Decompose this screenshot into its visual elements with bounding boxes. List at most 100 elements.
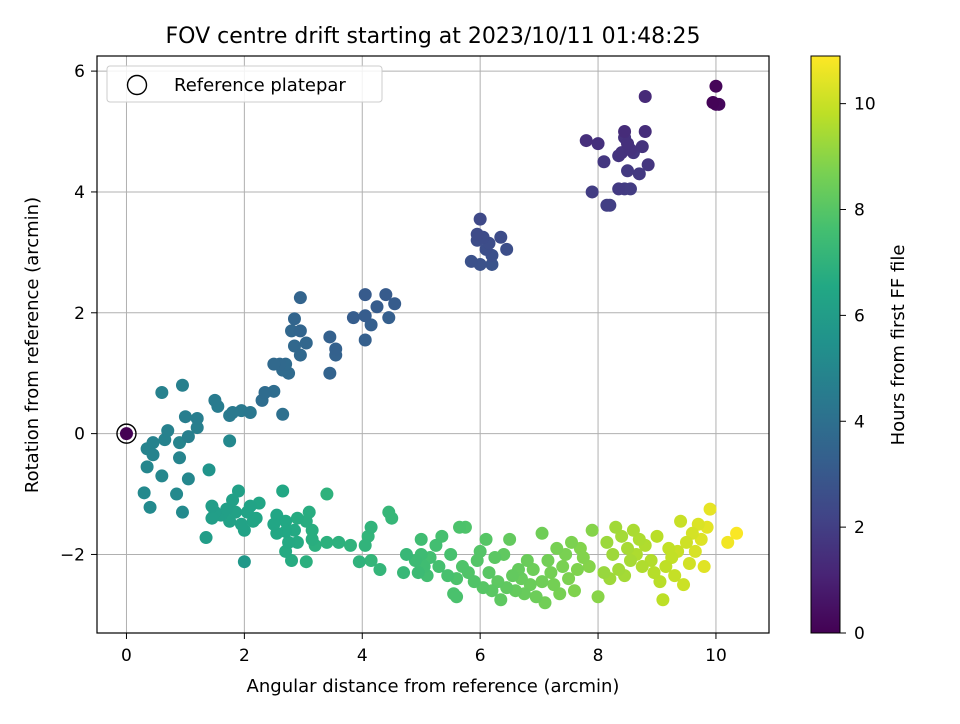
x-tick-label: 10 — [705, 646, 727, 666]
data-point — [647, 566, 661, 580]
data-point — [621, 541, 635, 555]
data-point — [464, 254, 478, 268]
y-tick-label: −2 — [60, 545, 85, 565]
plot-frame — [96, 55, 770, 634]
data-point — [494, 593, 508, 607]
data-point — [178, 410, 192, 424]
data-point — [473, 544, 487, 558]
data-point — [621, 137, 635, 151]
data-point — [385, 511, 399, 525]
data-point — [668, 569, 682, 583]
data-point — [503, 532, 517, 546]
data-point — [626, 523, 640, 537]
colorbar-tick-label: 4 — [854, 412, 865, 432]
reference-platepar-marker — [116, 423, 137, 444]
data-point — [364, 553, 378, 567]
data-point — [299, 555, 313, 569]
data-point — [276, 407, 290, 421]
data-point — [411, 566, 425, 580]
data-point — [379, 288, 393, 302]
data-point — [623, 553, 637, 567]
data-point — [208, 393, 222, 407]
data-point — [220, 502, 234, 516]
data-point — [382, 311, 396, 325]
data-point — [562, 572, 576, 586]
data-point — [140, 460, 154, 474]
data-point — [473, 212, 487, 226]
data-point — [332, 535, 346, 549]
legend-box — [106, 65, 383, 103]
data-point — [585, 523, 599, 537]
data-point — [450, 590, 464, 604]
y-tick-label: 6 — [74, 62, 85, 82]
data-point — [320, 535, 334, 549]
data-point — [329, 342, 343, 356]
data-point — [606, 547, 620, 561]
data-point — [682, 557, 696, 571]
data-point — [205, 511, 219, 525]
data-point — [388, 297, 402, 311]
data-point — [550, 541, 564, 555]
data-point — [358, 309, 372, 323]
data-point — [638, 89, 652, 103]
data-point — [267, 517, 281, 531]
colorbar-tick-label: 8 — [854, 201, 865, 221]
data-point — [370, 300, 384, 314]
data-point — [544, 566, 558, 580]
data-point — [638, 125, 652, 139]
x-tick-label: 2 — [239, 646, 250, 666]
data-point — [576, 550, 590, 564]
data-point — [397, 566, 411, 580]
data-point — [444, 547, 458, 561]
data-point — [520, 553, 534, 567]
data-point — [600, 535, 614, 549]
reference-point-fill — [119, 427, 133, 441]
data-point — [173, 451, 187, 465]
data-point — [485, 257, 499, 271]
data-point — [709, 79, 723, 93]
data-point — [585, 185, 599, 199]
colorbar-tick-label: 10 — [854, 95, 876, 115]
data-point — [364, 520, 378, 534]
data-point — [175, 505, 189, 519]
data-point — [243, 499, 257, 513]
data-point — [535, 575, 549, 589]
data-point — [399, 547, 413, 561]
data-point — [612, 182, 626, 196]
data-point — [674, 514, 688, 528]
data-point — [635, 560, 649, 574]
data-point — [155, 386, 169, 400]
legend: Reference platepar — [106, 65, 383, 103]
data-point — [591, 137, 605, 151]
data-point — [258, 386, 272, 400]
data-point — [470, 227, 484, 241]
data-point — [358, 288, 372, 302]
data-point — [609, 520, 623, 534]
data-point — [223, 434, 237, 448]
legend-marker-reference — [126, 74, 148, 96]
data-point — [414, 532, 428, 546]
data-point — [190, 421, 204, 435]
data-point — [547, 578, 561, 592]
data-point — [455, 560, 469, 574]
data-point — [591, 590, 605, 604]
data-point — [343, 538, 357, 552]
data-point — [137, 486, 151, 500]
data-point — [703, 502, 717, 516]
data-point — [603, 198, 617, 212]
data-point — [290, 511, 304, 525]
data-point — [650, 529, 664, 543]
data-point — [146, 448, 160, 462]
data-point — [453, 520, 467, 534]
data-point — [143, 500, 157, 514]
data-point — [358, 538, 372, 552]
data-point — [570, 563, 584, 577]
colorbar-label: Hours from first FF file — [888, 245, 909, 446]
data-point — [635, 140, 649, 154]
data-point — [479, 532, 493, 546]
data-point — [721, 535, 735, 549]
y-tick-label: 0 — [74, 425, 85, 445]
data-point — [146, 436, 160, 450]
